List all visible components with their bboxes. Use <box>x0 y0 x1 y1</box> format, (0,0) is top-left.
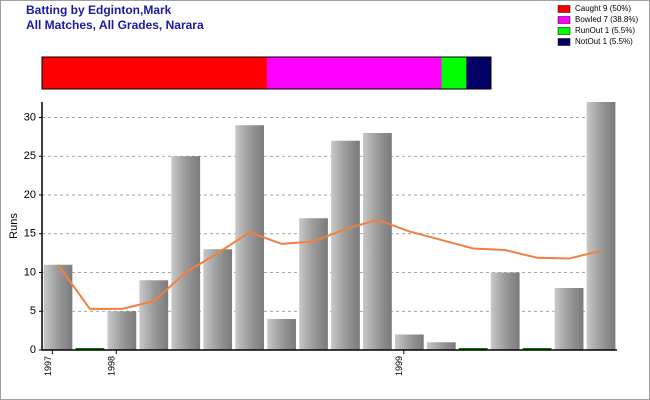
bar <box>203 249 233 350</box>
bar <box>139 280 169 350</box>
strip-segment <box>266 57 442 89</box>
y-tick-label: 5 <box>30 305 36 317</box>
bar <box>331 140 360 350</box>
bar <box>299 218 328 350</box>
legend-label: Caught 9 (50%) <box>575 4 631 13</box>
y-tick-label: 15 <box>24 228 36 240</box>
y-tick-label: 30 <box>24 111 36 123</box>
y-tick-label: 25 <box>24 150 36 162</box>
bar <box>490 272 520 350</box>
trend-line <box>57 218 602 310</box>
legend-swatch <box>557 27 571 35</box>
strip-border <box>41 56 492 90</box>
legend-swatch <box>557 38 571 46</box>
bar <box>426 342 456 350</box>
legend-swatch <box>557 16 571 24</box>
bar <box>394 334 424 350</box>
chart-title: Batting by Edginton,Mark <box>26 3 172 17</box>
strip-segment <box>441 57 467 89</box>
legend-swatch <box>557 5 571 13</box>
bar <box>267 319 296 350</box>
x-tick-label: 1999 <box>394 356 404 376</box>
y-tick-label: 0 <box>30 344 36 356</box>
strip-segment <box>42 57 267 89</box>
bar <box>554 288 584 350</box>
y-axis-label: Runs <box>8 213 20 239</box>
bar <box>75 348 105 350</box>
y-tick-label: 20 <box>24 189 36 201</box>
y-tick-label: 10 <box>24 266 36 278</box>
bar <box>363 133 392 350</box>
bar <box>522 348 552 350</box>
bar <box>107 311 137 350</box>
bar <box>171 156 201 350</box>
legend-label: NotOut 1 (5.5%) <box>575 37 633 46</box>
strip-segment <box>466 57 491 89</box>
bar <box>458 348 488 350</box>
bar <box>586 102 616 350</box>
chart-subtitle: All Matches, All Grades, Narara <box>26 18 204 32</box>
x-tick-label: 1998 <box>107 356 117 376</box>
legend-label: RunOut 1 (5.5%) <box>575 26 635 35</box>
x-tick-label: 1997 <box>43 356 53 376</box>
legend-label: Bowled 7 (38.8%) <box>575 15 638 24</box>
